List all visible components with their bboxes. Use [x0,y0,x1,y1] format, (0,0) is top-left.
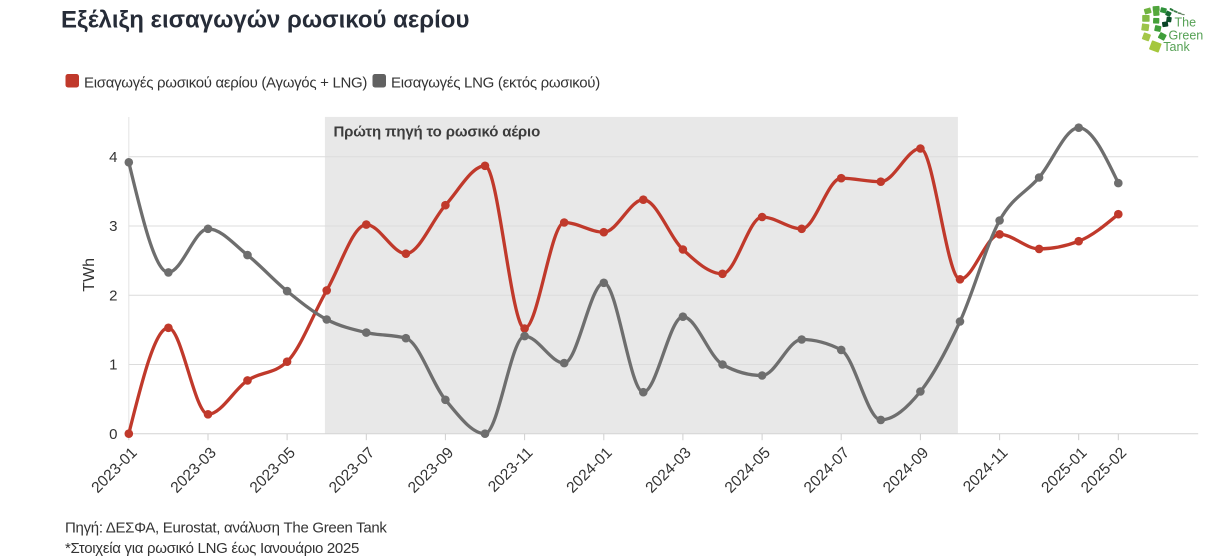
svg-text:2: 2 [109,287,117,304]
svg-text:0: 0 [109,426,117,443]
svg-text:The: The [1175,16,1197,30]
svg-text:Green: Green [1169,28,1204,42]
svg-text:Εισαγωγές LNG (εκτός ρωσικού): Εισαγωγές LNG (εκτός ρωσικού) [391,75,600,92]
svg-text:*Στοιχεία για ρωσικό LNG έως Ι: *Στοιχεία για ρωσικό LNG έως Ιανουάριο 2… [65,540,359,557]
svg-text:3: 3 [109,218,117,235]
svg-text:Πηγή: ΔΕΣΦΑ, Eurostat, ανάλυση: Πηγή: ΔΕΣΦΑ, Eurostat, ανάλυση The Green… [65,520,387,537]
svg-text:Εισαγωγές ρωσικού αερίου (Αγωγ: Εισαγωγές ρωσικού αερίου (Αγωγός + LNG) [84,75,367,92]
svg-text:Tank: Tank [1163,40,1190,54]
svg-text:1: 1 [109,357,117,374]
svg-text:Εξέλιξη εισαγωγών ρωσικού αερί: Εξέλιξη εισαγωγών ρωσικού αερίου [61,7,469,34]
svg-text:TWh: TWh [81,258,98,292]
svg-text:4: 4 [109,149,117,166]
svg-text:Πρώτη πηγή το ρωσικό αέριο: Πρώτη πηγή το ρωσικό αέριο [334,124,541,141]
